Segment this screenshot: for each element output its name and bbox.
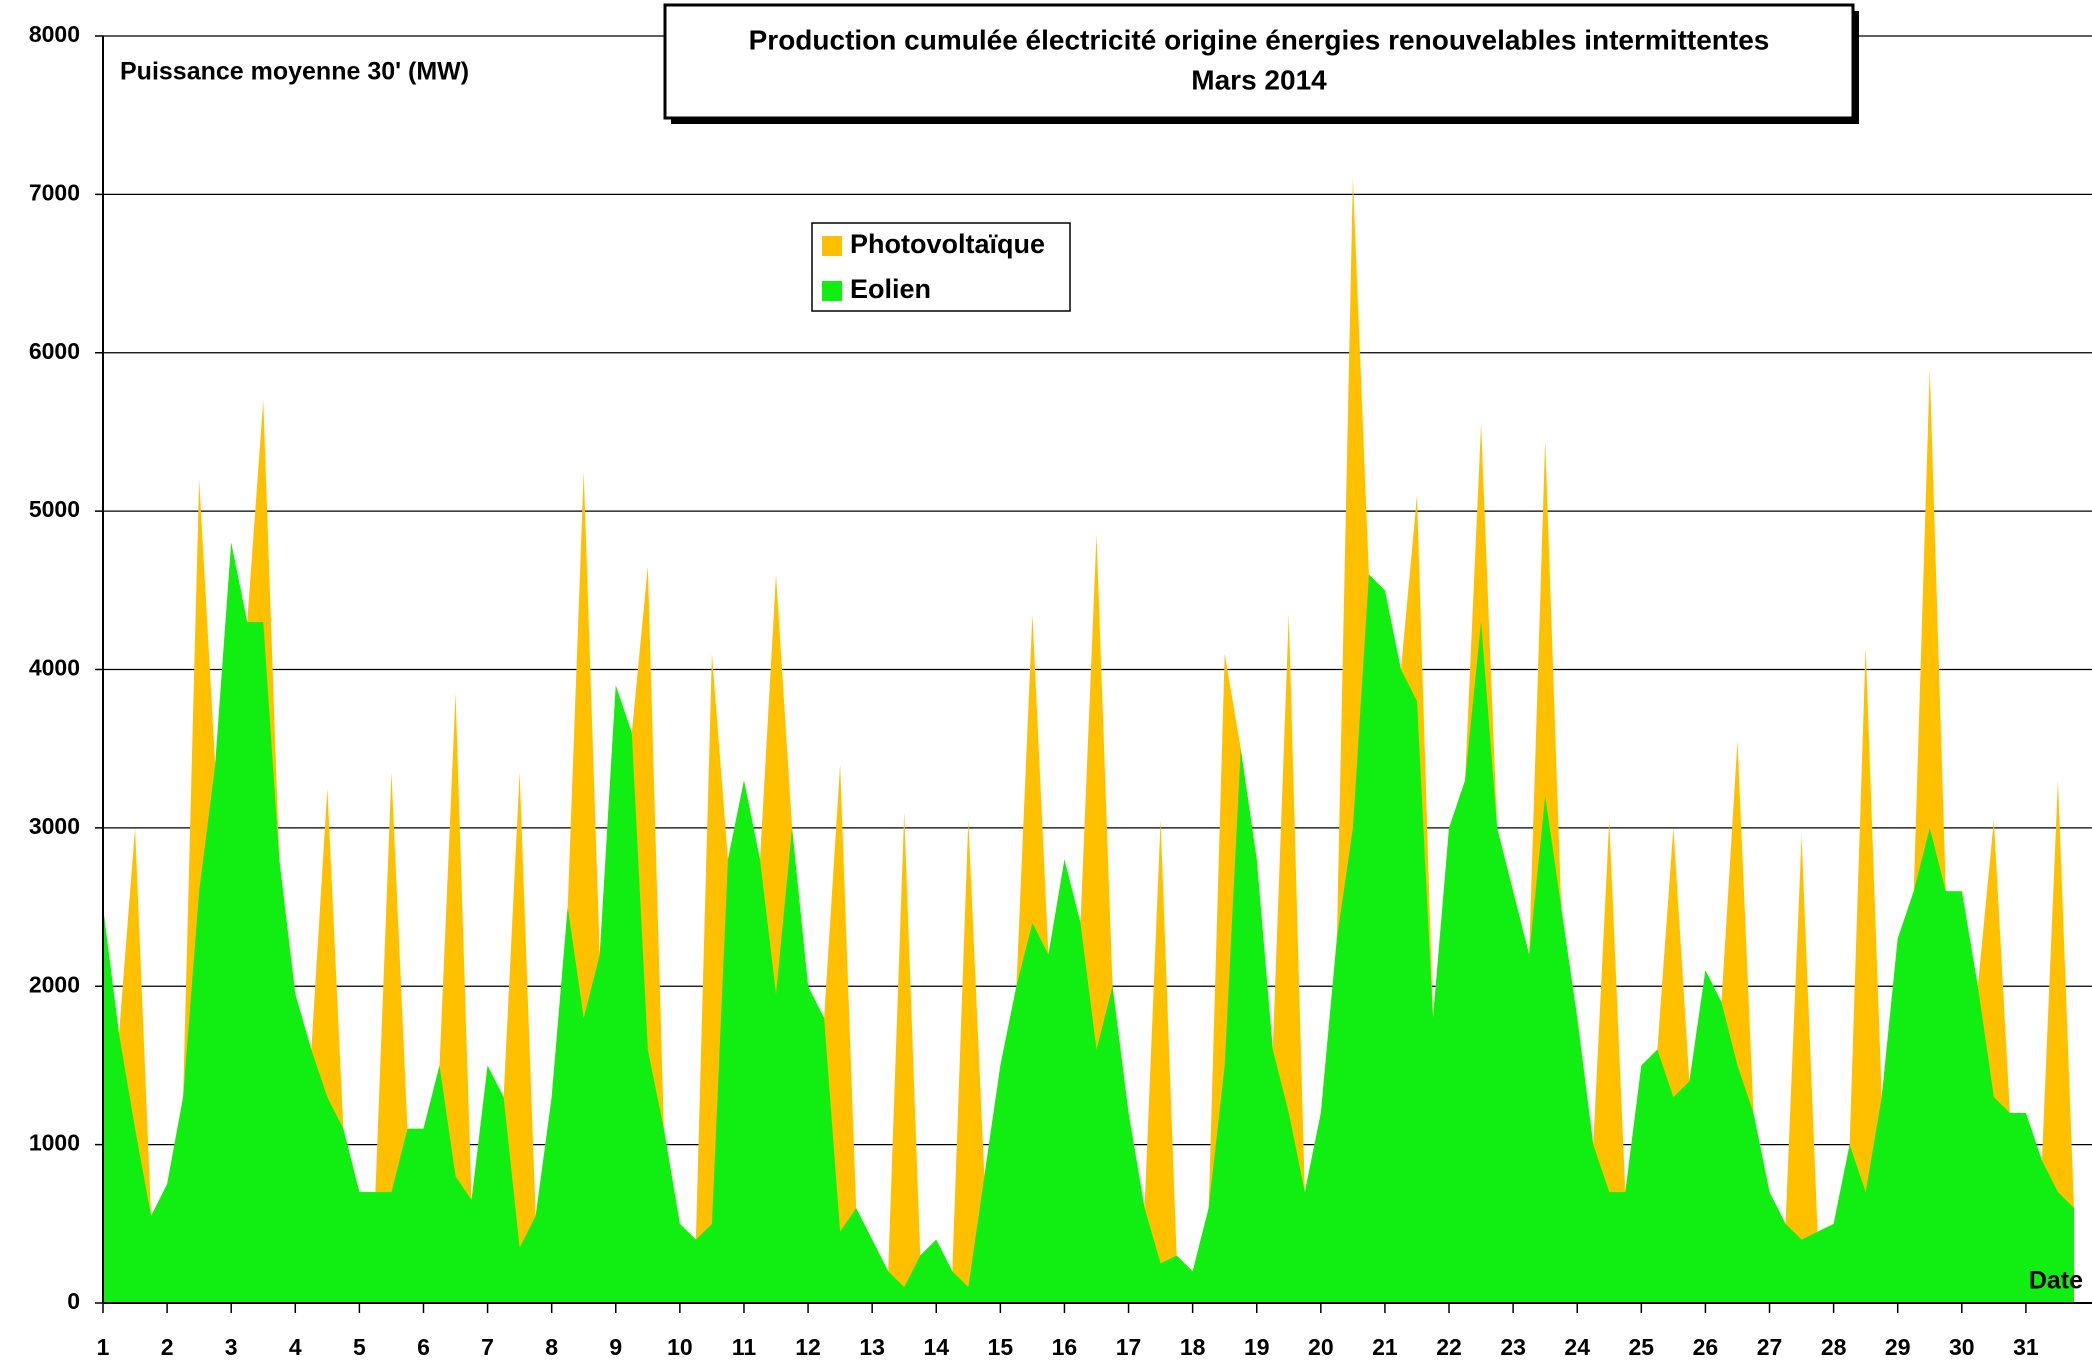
x-tick-label: 3	[225, 1334, 238, 1360]
chart-title: Production cumulée électricité origine é…	[749, 24, 1770, 55]
y-tick-label: 4000	[29, 655, 80, 681]
y-axis-title: Puissance moyenne 30' (MW)	[120, 58, 469, 86]
chart-subtitle: Mars 2014	[1191, 64, 1327, 95]
y-tick-label: 6000	[29, 338, 80, 364]
legend-swatch	[822, 281, 842, 301]
x-tick-label: 19	[1244, 1334, 1270, 1360]
x-tick-label: 28	[1821, 1334, 1847, 1360]
x-tick-label: 10	[667, 1334, 693, 1360]
x-axis-title: Date	[2029, 1267, 2083, 1295]
x-tick-label: 11	[732, 1334, 757, 1360]
x-tick-label: 22	[1436, 1334, 1462, 1360]
x-tick-label: 27	[1757, 1334, 1783, 1360]
x-tick-label: 5	[353, 1334, 366, 1360]
legend-label: Photovoltaïque	[850, 229, 1045, 259]
x-tick-label: 21	[1372, 1334, 1398, 1360]
x-tick-label: 25	[1629, 1334, 1655, 1360]
legend: Photovoltaïque Eolien	[811, 222, 1071, 312]
x-tick-label: 9	[609, 1334, 622, 1360]
y-tick-label: 3000	[29, 813, 80, 839]
x-tick-label: 14	[923, 1334, 949, 1360]
x-tick-label: 20	[1308, 1334, 1334, 1360]
x-tick-label: 17	[1116, 1334, 1142, 1360]
legend-box	[811, 222, 1071, 312]
y-tick-label: 1000	[29, 1130, 80, 1156]
x-tick-label: 7	[481, 1334, 494, 1360]
area	[103, 542, 2074, 1303]
y-tick-label: 7000	[29, 179, 80, 205]
legend-label: Eolien	[850, 274, 931, 304]
x-tick-label: 2	[161, 1334, 174, 1360]
x-tick-label: 6	[417, 1334, 430, 1360]
y-tick-label: 0	[67, 1288, 80, 1314]
x-tick-label: 8	[545, 1334, 558, 1360]
y-tick-label: 8000	[29, 21, 80, 47]
x-tick-label: 18	[1180, 1334, 1206, 1360]
title-box	[663, 3, 1855, 120]
x-tick-label: 4	[289, 1334, 302, 1360]
x-tick-label: 1	[97, 1334, 110, 1360]
x-tick-label: 26	[1693, 1334, 1719, 1360]
x-tick-label: 12	[795, 1334, 821, 1360]
x-tick-label: 24	[1564, 1334, 1590, 1360]
x-tick-label: 30	[1949, 1334, 1975, 1360]
x-tick-label: 15	[988, 1334, 1014, 1360]
y-tick-label: 2000	[29, 971, 80, 997]
legend-swatch	[822, 236, 842, 256]
y-tick-label: 5000	[29, 496, 80, 522]
x-tick-label: 16	[1052, 1334, 1078, 1360]
x-tick-label: 29	[1885, 1334, 1911, 1360]
x-tick-label: 13	[859, 1334, 885, 1360]
x-tick-label: 23	[1500, 1334, 1526, 1360]
x-tick-label: 31	[2013, 1334, 2039, 1360]
